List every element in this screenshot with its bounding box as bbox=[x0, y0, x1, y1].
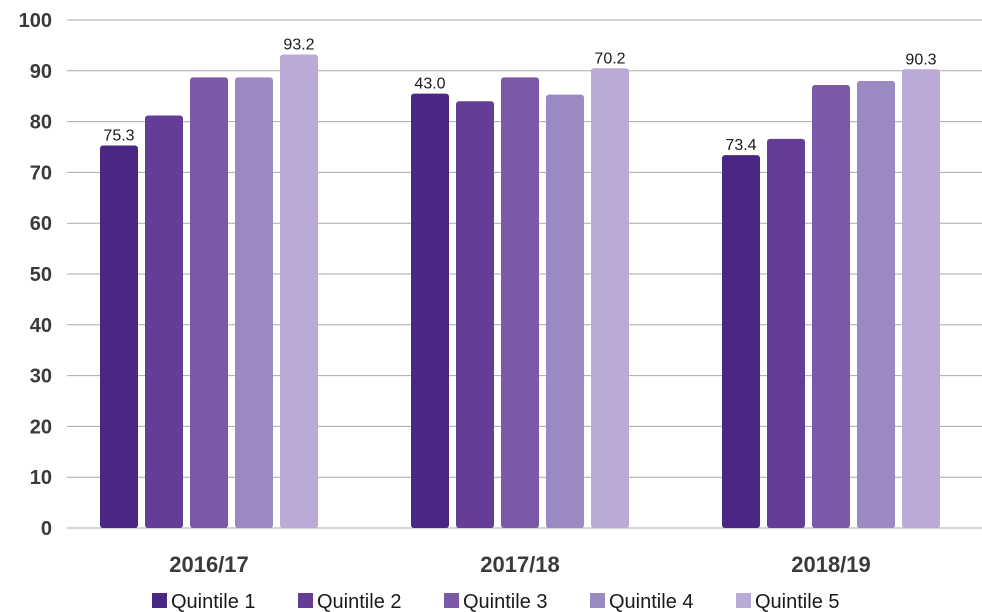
y-tick-label: 100 bbox=[19, 10, 52, 32]
bar-2017/18-quintile-3 bbox=[501, 77, 539, 529]
y-axis-tick-labels: 0 10 20 30 40 50 60 70 80 90 100 bbox=[19, 10, 52, 540]
data-label: 43.0 bbox=[414, 76, 445, 93]
legend-label: Quintile 4 bbox=[609, 591, 694, 612]
bar-2017/18-quintile-2 bbox=[456, 101, 494, 528]
data-labels: 75.3 93.2 43.0 70.2 73.4 90.3 bbox=[103, 37, 936, 155]
legend-item-quintile-3: Quintile 3 bbox=[444, 591, 548, 612]
legend-swatch bbox=[298, 593, 313, 608]
legend-swatch bbox=[590, 593, 605, 608]
bar-2017/18-quintile-1 bbox=[411, 93, 449, 528]
data-label: 90.3 bbox=[905, 51, 936, 68]
y-tick-label: 0 bbox=[41, 518, 52, 540]
data-label: 73.4 bbox=[725, 137, 756, 154]
bar-2016/17-quintile-2 bbox=[145, 115, 183, 528]
legend-label: Quintile 1 bbox=[171, 591, 256, 612]
legend: Quintile 1 Quintile 2 Quintile 3 Quintile 4… bbox=[152, 591, 840, 612]
bars bbox=[100, 54, 940, 529]
x-category-label: 2017/18 bbox=[480, 552, 560, 577]
data-label: 75.3 bbox=[103, 127, 134, 144]
y-tick-label: 10 bbox=[30, 467, 52, 489]
bar-2018/19-quintile-1 bbox=[722, 155, 760, 529]
y-tick-label: 80 bbox=[30, 112, 52, 134]
bar-2018/19-quintile-3 bbox=[812, 85, 850, 529]
y-tick-label: 50 bbox=[30, 264, 52, 286]
x-category-label: 2016/17 bbox=[169, 552, 249, 577]
bar-2016/17-quintile-1 bbox=[100, 145, 138, 528]
bar-2018/19-quintile-4 bbox=[857, 80, 895, 529]
legend-swatch bbox=[736, 593, 751, 608]
bar-2018/19-quintile-2 bbox=[767, 138, 805, 528]
legend-label: Quintile 2 bbox=[317, 591, 402, 612]
y-tick-label: 70 bbox=[30, 162, 52, 184]
legend-swatch bbox=[444, 593, 459, 608]
bar-2017/18-quintile-5 bbox=[591, 68, 629, 528]
legend-item-quintile-5: Quintile 5 bbox=[736, 591, 840, 612]
y-tick-label: 90 bbox=[30, 61, 52, 83]
x-category-label: 2018/19 bbox=[791, 552, 871, 577]
bar-2017/18-quintile-4 bbox=[546, 94, 584, 529]
legend-item-quintile-1: Quintile 1 bbox=[152, 591, 256, 612]
legend-item-quintile-4: Quintile 4 bbox=[590, 591, 694, 612]
y-tick-label: 20 bbox=[30, 416, 52, 438]
y-tick-label: 30 bbox=[30, 366, 52, 388]
y-tick-label: 60 bbox=[30, 213, 52, 235]
y-tick-label: 40 bbox=[30, 315, 52, 337]
data-label: 70.2 bbox=[594, 50, 625, 67]
x-axis-category-labels: 2016/17 2017/18 2018/19 bbox=[169, 552, 871, 577]
legend-label: Quintile 3 bbox=[463, 591, 548, 612]
bar-2016/17-quintile-4 bbox=[235, 77, 273, 529]
data-label: 93.2 bbox=[283, 37, 314, 54]
bar-2016/17-quintile-5 bbox=[280, 54, 318, 528]
bar-2018/19-quintile-5 bbox=[902, 69, 940, 528]
legend-swatch bbox=[152, 593, 167, 608]
legend-item-quintile-2: Quintile 2 bbox=[298, 591, 402, 612]
legend-label: Quintile 5 bbox=[755, 591, 840, 612]
bar-2016/17-quintile-3 bbox=[190, 77, 228, 529]
